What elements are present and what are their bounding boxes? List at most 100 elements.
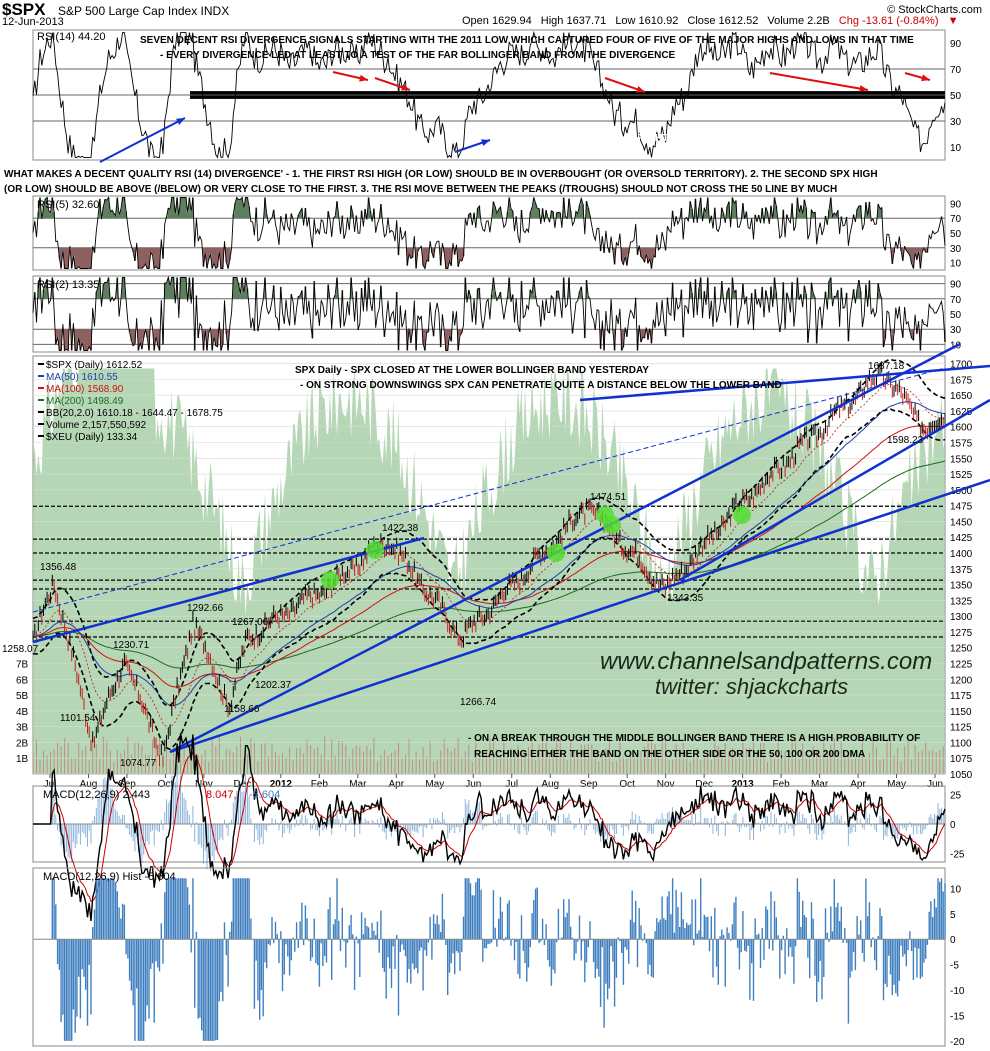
price-ytick-label: 1550 bbox=[950, 454, 973, 465]
price-ytick-label: 1250 bbox=[950, 644, 973, 655]
macd-hist-ytick-label: 0 bbox=[950, 935, 956, 946]
ma200-line bbox=[33, 460, 946, 669]
price-ytick-label: 1150 bbox=[950, 707, 972, 718]
x-tick-label: Sep bbox=[580, 779, 598, 790]
trend-channel-line bbox=[32, 367, 946, 613]
rsi14-ytick-label: 30 bbox=[950, 117, 962, 128]
price-point-label: 1202.37 bbox=[255, 680, 292, 691]
price-ytick-label: 1125 bbox=[950, 723, 972, 734]
watermark-site: www.channelsandpatterns.com bbox=[600, 648, 932, 675]
rsi5-ytick-label: 70 bbox=[950, 214, 962, 225]
x-tick-label: Dec bbox=[695, 779, 713, 790]
macd-ytick-label: 25 bbox=[950, 790, 962, 801]
price-ytick-label: 1050 bbox=[950, 770, 973, 781]
rsi14-annotation: RSI AT THE RIGHT LEVEL FOR A RETRACEMENT… bbox=[580, 133, 912, 144]
volume-tick-label: 1B bbox=[16, 754, 29, 765]
price-bars-up bbox=[32, 361, 946, 756]
x-tick-label: Aug bbox=[541, 779, 559, 790]
rsi5-oversold-fill bbox=[58, 247, 929, 269]
signal-highlight-dot bbox=[321, 571, 339, 589]
macd-title: MACD(12,26,9) 2.443 bbox=[43, 789, 150, 801]
rsi14-annotation: - EVERY DIVERGENCE LED AT LEAST TO A TES… bbox=[160, 50, 676, 61]
macd-hist-value: -5.604 bbox=[249, 789, 280, 801]
volume-value: Volume 2.2B bbox=[767, 15, 830, 27]
divergence-arrowhead bbox=[359, 74, 368, 82]
volume-bars bbox=[32, 736, 944, 774]
legend-entry: MA(100) 1568.90 bbox=[46, 384, 124, 395]
open-value: Open 1629.94 bbox=[462, 15, 532, 27]
divergence-arrowhead bbox=[481, 139, 490, 147]
x-tick-label: 2013 bbox=[731, 779, 754, 790]
low-value: Low 1610.92 bbox=[615, 15, 679, 27]
macd-hist-ytick-label: -20 bbox=[950, 1037, 965, 1048]
volume-tick-label: 4B bbox=[16, 707, 29, 718]
x-tick-label: Nov bbox=[657, 779, 675, 790]
signal-highlight-dot bbox=[547, 544, 565, 562]
x-tick-label: Sep bbox=[118, 779, 136, 790]
macd-hist-ytick-label: 10 bbox=[950, 884, 962, 895]
rsi14-ytick-label: 10 bbox=[950, 143, 962, 154]
legend-entry: MA(50) 1610.55 bbox=[46, 372, 118, 383]
price-ytick-label: 1300 bbox=[950, 612, 973, 623]
x-tick-label: Oct bbox=[619, 779, 635, 790]
price-ytick-label: 1525 bbox=[950, 470, 973, 481]
rsi2-ytick-label: 90 bbox=[950, 280, 962, 291]
signal-highlight-dot bbox=[366, 541, 384, 559]
trend-channel-line bbox=[169, 478, 990, 754]
price-point-label: 1422.38 bbox=[382, 523, 419, 534]
volume-tick-label: 6B bbox=[16, 675, 29, 686]
price-ytick-label: 1400 bbox=[950, 549, 973, 560]
legend-entry: MA(200) 1498.49 bbox=[46, 396, 124, 407]
macd-line bbox=[33, 733, 946, 921]
price-ytick-label: 1225 bbox=[950, 660, 973, 671]
index-name: S&P 500 Large Cap Index INDX bbox=[58, 4, 230, 18]
rsi2-title: RSI(2) 13.35 bbox=[37, 279, 99, 291]
price-ytick-label: 1350 bbox=[950, 581, 973, 592]
price-annotation: REACHING EITHER THE BAND ON THE OTHER SI… bbox=[474, 749, 865, 760]
price-point-label: 1158.66 bbox=[224, 704, 260, 715]
rsi14-line bbox=[32, 30, 946, 160]
price-point-label: 1230.71 bbox=[113, 640, 150, 651]
quote-summary: Open 1629.94 High 1637.71 Low 1610.92 Cl… bbox=[462, 15, 964, 27]
price-point-label: 1343.35 bbox=[667, 593, 704, 604]
rsi2-ytick-label: 30 bbox=[950, 325, 962, 336]
rsi14-title: RSI(14) 44.20 bbox=[37, 31, 105, 43]
rsi5-ytick-label: 50 bbox=[950, 229, 962, 240]
signal-highlight-dot bbox=[733, 506, 751, 524]
x-tick-label: Jul bbox=[505, 779, 518, 790]
rsi5-line bbox=[32, 196, 946, 270]
x-tick-label: Mar bbox=[349, 779, 367, 790]
volume-tick-label: 3B bbox=[16, 723, 29, 734]
price-ytick-label: 1600 bbox=[950, 423, 973, 434]
macd-ytick-label: 0 bbox=[950, 820, 956, 831]
bollinger-upper bbox=[32, 358, 946, 707]
price-ytick-label: 1325 bbox=[950, 596, 973, 607]
chart-date: 12-Jun-2013 bbox=[2, 16, 64, 28]
watermark-twitter: twitter: shjackcharts bbox=[655, 674, 848, 699]
price-ytick-label: 1450 bbox=[950, 517, 973, 528]
x-tick-label: Apr bbox=[389, 779, 405, 790]
macd-hist-ytick-label: 5 bbox=[950, 910, 956, 921]
change-down-icon: ▼ bbox=[947, 15, 959, 27]
macd-hist-panel bbox=[32, 867, 946, 1047]
x-tick-label: Aug bbox=[80, 779, 98, 790]
price-ytick-label: 1200 bbox=[950, 675, 973, 686]
price-annotation: - ON STRONG DOWNSWINGS SPX CAN PENETRATE… bbox=[300, 380, 782, 391]
divergence-arrowhead bbox=[859, 85, 868, 93]
ma50-line bbox=[32, 401, 946, 707]
x-tick-label: Feb bbox=[311, 779, 329, 790]
price-ytick-label: 1475 bbox=[950, 502, 973, 513]
divergence-arrowhead bbox=[636, 85, 645, 93]
legend-entry: $SPX (Daily) 1612.52 bbox=[46, 360, 143, 371]
change-value: Chg -13.61 (-0.84%) bbox=[838, 15, 939, 27]
price-ytick-label: 1375 bbox=[950, 565, 973, 576]
signal-highlight-dot bbox=[603, 516, 621, 534]
x-tick-label: Apr bbox=[850, 779, 866, 790]
legend-entry: BB(20,2.0) 1610.18 - 1644.47 - 1678.75 bbox=[46, 408, 223, 419]
macd-signal-line bbox=[33, 751, 946, 903]
price-annotation: SPX Daily - SPX CLOSED AT THE LOWER BOLL… bbox=[295, 365, 649, 376]
divergence-arrow bbox=[99, 117, 186, 163]
price-ytick-label: 1625 bbox=[950, 407, 973, 418]
symbol-label: $SPX bbox=[2, 0, 46, 19]
macd-histogram-bars bbox=[51, 878, 946, 1041]
